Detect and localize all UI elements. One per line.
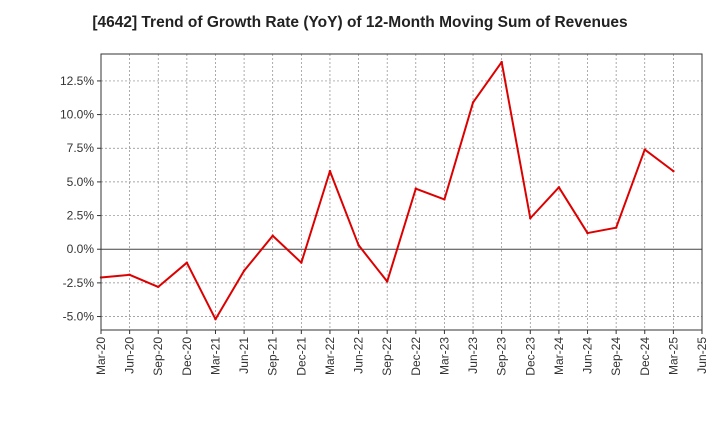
chart-title: [4642] Trend of Growth Rate (YoY) of 12-… [92,14,628,31]
data-point [328,169,332,173]
x-tick-label: Sep-24 [609,337,623,376]
x-tick-label: Jun-24 [581,337,595,374]
x-tick-label: Jun-20 [123,337,137,374]
data-point [643,148,646,151]
x-tick-label: Dec-21 [294,337,308,376]
data-point [271,234,274,237]
x-tick-label: Dec-23 [523,337,537,376]
y-tick-label: 2.5% [67,209,95,223]
x-tick-label: Sep-23 [495,337,509,376]
x-axis: Mar-20 Jun-20 Sep-20 Dec-20 Mar-21 Jun-21 Sep-… [94,330,709,376]
data-point [300,261,303,264]
x-tick-label: Mar-24 [552,337,566,375]
x-tick-label: Jun-21 [237,337,251,374]
y-tick-label: 7.5% [67,141,95,155]
data-point [185,261,189,264]
grid [101,54,702,330]
data-point [385,280,389,283]
y-axis: -5.0% -2.5% 0.0% 2.5% 5.0% 7.5% 10.0% 12.5% [60,74,101,324]
x-tick-label: Mar-23 [437,337,451,375]
data-point [357,243,360,247]
x-tick-label: Jun-23 [466,337,480,374]
data-point [471,101,475,104]
data-point [614,226,618,229]
y-tick-label: 12.5% [60,74,94,88]
series-layer [99,60,675,321]
y-tick-label: 10.0% [60,108,94,122]
x-tick-label: Sep-20 [151,337,165,376]
data-point [586,231,589,235]
y-tick-label: 0.0% [67,242,95,256]
data-point [157,285,160,289]
data-point [529,217,532,220]
y-tick-label: -5.0% [63,310,95,324]
x-tick-label: Dec-20 [180,337,194,376]
x-tick-label: Mar-22 [323,337,337,375]
data-point [414,187,418,190]
x-tick-label: Mar-25 [666,337,680,375]
data-point [672,169,675,173]
data-point [128,273,131,276]
y-tick-label: 5.0% [67,175,95,189]
x-tick-label: Mar-21 [208,337,222,375]
data-point [557,186,561,189]
x-tick-label: Jun-22 [352,337,366,374]
x-tick-label: Dec-22 [409,337,423,376]
x-tick-label: Mar-20 [94,337,108,375]
data-point [500,60,503,64]
x-tick-label: Dec-24 [638,337,652,376]
data-point [214,318,217,321]
data-point [443,198,446,201]
data-point [242,269,246,272]
y-tick-label: -2.5% [63,276,95,290]
plot-frame [100,53,703,331]
x-tick-label: Sep-22 [380,337,394,376]
x-tick-label: Sep-21 [266,337,280,376]
x-tick-label: Jun-25 [695,337,709,374]
